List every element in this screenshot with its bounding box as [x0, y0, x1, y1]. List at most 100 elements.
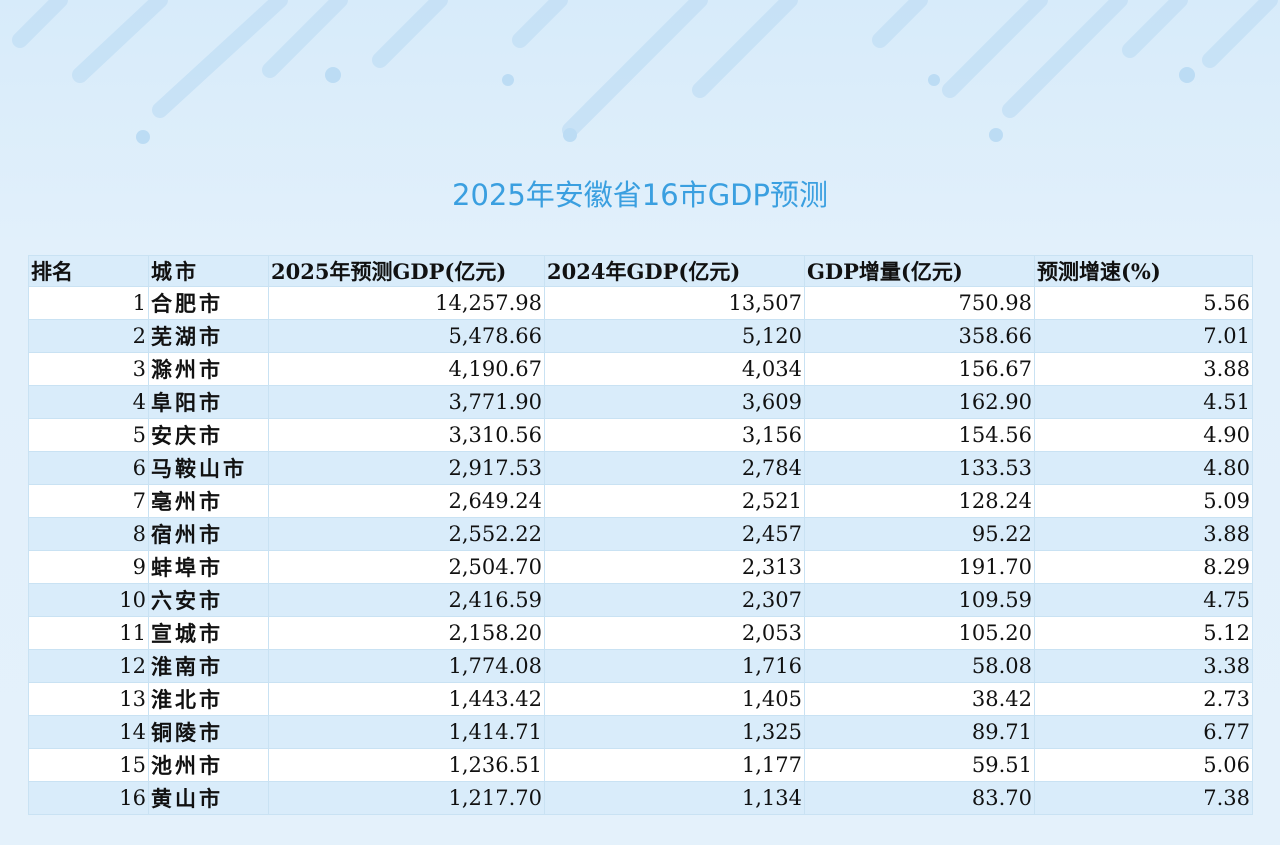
gdp-table: 排名 城市 2025年预测GDP(亿元) 2024年GDP(亿元) GDP增量(…: [28, 255, 1253, 815]
cell-rank: 3: [28, 352, 149, 386]
cell-gdp-increase: 750.98: [804, 286, 1035, 320]
cell-gdp-increase: 109.59: [804, 583, 1035, 617]
header-rank: 排名: [28, 255, 149, 287]
cell-growth-rate: 7.01: [1034, 319, 1253, 353]
cell-growth-rate: 5.12: [1034, 616, 1253, 650]
header-gdp-2024: 2024年GDP(亿元): [544, 255, 805, 287]
cell-gdp-2024: 2,521: [544, 484, 805, 518]
cell-gdp-increase: 191.70: [804, 550, 1035, 584]
cell-city: 六安市: [148, 583, 269, 617]
cell-gdp-2024: 1,405: [544, 682, 805, 716]
cell-gdp-2025: 3,310.56: [268, 418, 545, 452]
cell-city: 淮北市: [148, 682, 269, 716]
header-gdp-2025: 2025年预测GDP(亿元): [268, 255, 545, 287]
cell-rank: 10: [28, 583, 149, 617]
page-title: 2025年安徽省16市GDP预测: [452, 178, 828, 212]
cell-gdp-2024: 2,307: [544, 583, 805, 617]
cell-growth-rate: 4.75: [1034, 583, 1253, 617]
cell-gdp-2024: 5,120: [544, 319, 805, 353]
cell-rank: 9: [28, 550, 149, 584]
cell-growth-rate: 5.56: [1034, 286, 1253, 320]
table-row: 16 黄山市 1,217.70 1,134 83.70 7.38: [28, 781, 1253, 815]
table-row: 11 宣城市 2,158.20 2,053 105.20 5.12: [28, 616, 1253, 650]
table-row: 3 滁州市 4,190.67 4,034 156.67 3.88: [28, 352, 1253, 386]
table-row: 1 合肥市 14,257.98 13,507 750.98 5.56: [28, 286, 1253, 320]
cell-city: 宿州市: [148, 517, 269, 551]
cell-gdp-increase: 133.53: [804, 451, 1035, 485]
table-row: 6 马鞍山市 2,917.53 2,784 133.53 4.80: [28, 451, 1253, 485]
cell-city: 滁州市: [148, 352, 269, 386]
cell-city: 铜陵市: [148, 715, 269, 749]
cell-gdp-increase: 358.66: [804, 319, 1035, 353]
table-row: 9 蚌埠市 2,504.70 2,313 191.70 8.29: [28, 550, 1253, 584]
cell-gdp-2024: 1,325: [544, 715, 805, 749]
cell-rank: 15: [28, 748, 149, 782]
cell-gdp-2024: 1,134: [544, 781, 805, 815]
cell-gdp-2024: 1,177: [544, 748, 805, 782]
cell-gdp-2024: 4,034: [544, 352, 805, 386]
cell-rank: 5: [28, 418, 149, 452]
cell-city: 黄山市: [148, 781, 269, 815]
cell-gdp-2025: 1,217.70: [268, 781, 545, 815]
cell-gdp-increase: 162.90: [804, 385, 1035, 419]
cell-gdp-2025: 1,774.08: [268, 649, 545, 683]
cell-gdp-2025: 14,257.98: [268, 286, 545, 320]
cell-growth-rate: 5.06: [1034, 748, 1253, 782]
cell-city: 亳州市: [148, 484, 269, 518]
cell-city: 宣城市: [148, 616, 269, 650]
cell-rank: 11: [28, 616, 149, 650]
cell-rank: 7: [28, 484, 149, 518]
cell-rank: 13: [28, 682, 149, 716]
cell-growth-rate: 3.88: [1034, 517, 1253, 551]
cell-gdp-increase: 156.67: [804, 352, 1035, 386]
cell-gdp-2025: 1,236.51: [268, 748, 545, 782]
header-city: 城市: [148, 255, 269, 287]
cell-rank: 6: [28, 451, 149, 485]
cell-gdp-increase: 38.42: [804, 682, 1035, 716]
cell-gdp-2024: 13,507: [544, 286, 805, 320]
cell-city: 池州市: [148, 748, 269, 782]
header-growth-rate: 预测增速(%): [1034, 255, 1253, 287]
cell-growth-rate: 8.29: [1034, 550, 1253, 584]
cell-city: 阜阳市: [148, 385, 269, 419]
cell-gdp-2025: 5,478.66: [268, 319, 545, 353]
table-header-row: 排名 城市 2025年预测GDP(亿元) 2024年GDP(亿元) GDP增量(…: [28, 255, 1253, 287]
cell-gdp-increase: 83.70: [804, 781, 1035, 815]
cell-city: 合肥市: [148, 286, 269, 320]
cell-city: 蚌埠市: [148, 550, 269, 584]
cell-rank: 4: [28, 385, 149, 419]
cell-city: 安庆市: [148, 418, 269, 452]
cell-gdp-2024: 1,716: [544, 649, 805, 683]
cell-growth-rate: 2.73: [1034, 682, 1253, 716]
table-row: 5 安庆市 3,310.56 3,156 154.56 4.90: [28, 418, 1253, 452]
cell-growth-rate: 7.38: [1034, 781, 1253, 815]
cell-gdp-2024: 2,784: [544, 451, 805, 485]
table-row: 12 淮南市 1,774.08 1,716 58.08 3.38: [28, 649, 1253, 683]
cell-gdp-increase: 89.71: [804, 715, 1035, 749]
table-row: 14 铜陵市 1,414.71 1,325 89.71 6.77: [28, 715, 1253, 749]
cell-growth-rate: 4.51: [1034, 385, 1253, 419]
cell-growth-rate: 6.77: [1034, 715, 1253, 749]
cell-gdp-2024: 3,609: [544, 385, 805, 419]
cell-gdp-2025: 1,414.71: [268, 715, 545, 749]
cell-gdp-2024: 2,313: [544, 550, 805, 584]
cell-gdp-2025: 3,771.90: [268, 385, 545, 419]
cell-gdp-2025: 2,649.24: [268, 484, 545, 518]
cell-growth-rate: 4.80: [1034, 451, 1253, 485]
cell-rank: 1: [28, 286, 149, 320]
table-row: 8 宿州市 2,552.22 2,457 95.22 3.88: [28, 517, 1253, 551]
cell-gdp-increase: 154.56: [804, 418, 1035, 452]
cell-rank: 2: [28, 319, 149, 353]
cell-gdp-2024: 3,156: [544, 418, 805, 452]
cell-city: 芜湖市: [148, 319, 269, 353]
table-row: 2 芜湖市 5,478.66 5,120 358.66 7.01: [28, 319, 1253, 353]
table-row: 4 阜阳市 3,771.90 3,609 162.90 4.51: [28, 385, 1253, 419]
header-gdp-increase: GDP增量(亿元): [804, 255, 1035, 287]
cell-gdp-increase: 59.51: [804, 748, 1035, 782]
cell-gdp-increase: 95.22: [804, 517, 1035, 551]
cell-gdp-2025: 2,504.70: [268, 550, 545, 584]
table-row: 7 亳州市 2,649.24 2,521 128.24 5.09: [28, 484, 1253, 518]
cell-gdp-increase: 58.08: [804, 649, 1035, 683]
cell-city: 马鞍山市: [148, 451, 269, 485]
cell-gdp-2025: 2,917.53: [268, 451, 545, 485]
